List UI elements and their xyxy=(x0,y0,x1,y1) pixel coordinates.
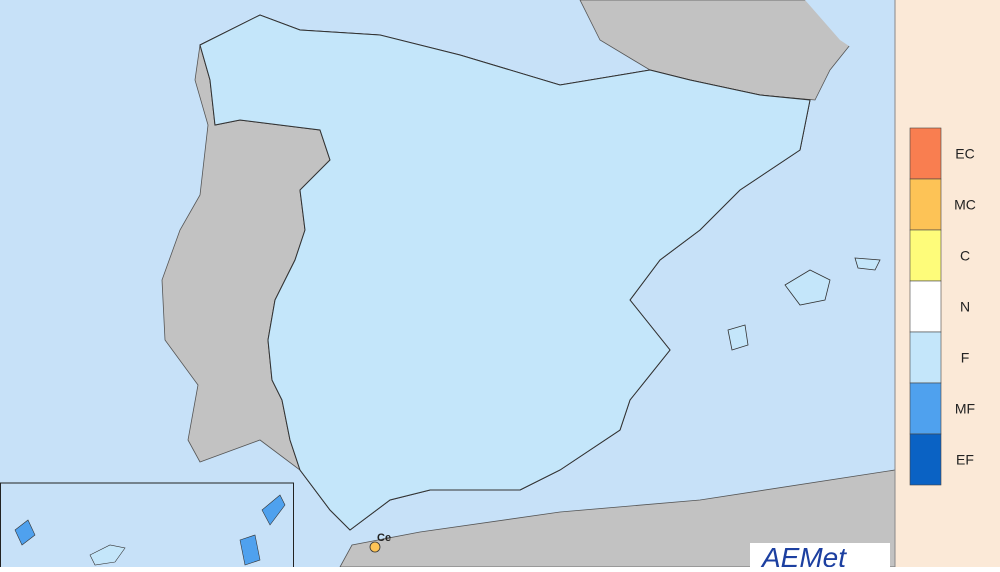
ceuta-marker xyxy=(369,541,381,553)
legend-swatch xyxy=(909,382,942,435)
legend-label: F xyxy=(961,350,970,366)
legend: EC MC C N F MF EF xyxy=(909,127,976,486)
legend-label: N xyxy=(960,299,970,315)
menorca xyxy=(854,257,881,271)
legend-label: MF xyxy=(955,401,975,417)
ibiza xyxy=(727,324,749,351)
legend-swatch xyxy=(909,433,942,486)
logo: AEMet xyxy=(760,542,847,567)
legend-label: EF xyxy=(956,452,974,468)
mallorca xyxy=(784,269,831,306)
legend-swatch xyxy=(909,331,942,384)
legend-swatch xyxy=(909,127,942,180)
legend-label: C xyxy=(960,248,970,264)
legend-swatch xyxy=(909,178,942,231)
island xyxy=(261,494,286,526)
legend-swatch xyxy=(909,280,942,333)
legend-swatch xyxy=(909,229,942,282)
legend-label: EC xyxy=(955,146,974,162)
legend-label: MC xyxy=(954,197,976,213)
island xyxy=(89,544,126,566)
gulf xyxy=(805,0,895,90)
island xyxy=(14,519,36,546)
logo-box xyxy=(750,543,890,567)
island xyxy=(239,534,261,566)
place-label: Ce xyxy=(377,532,391,544)
